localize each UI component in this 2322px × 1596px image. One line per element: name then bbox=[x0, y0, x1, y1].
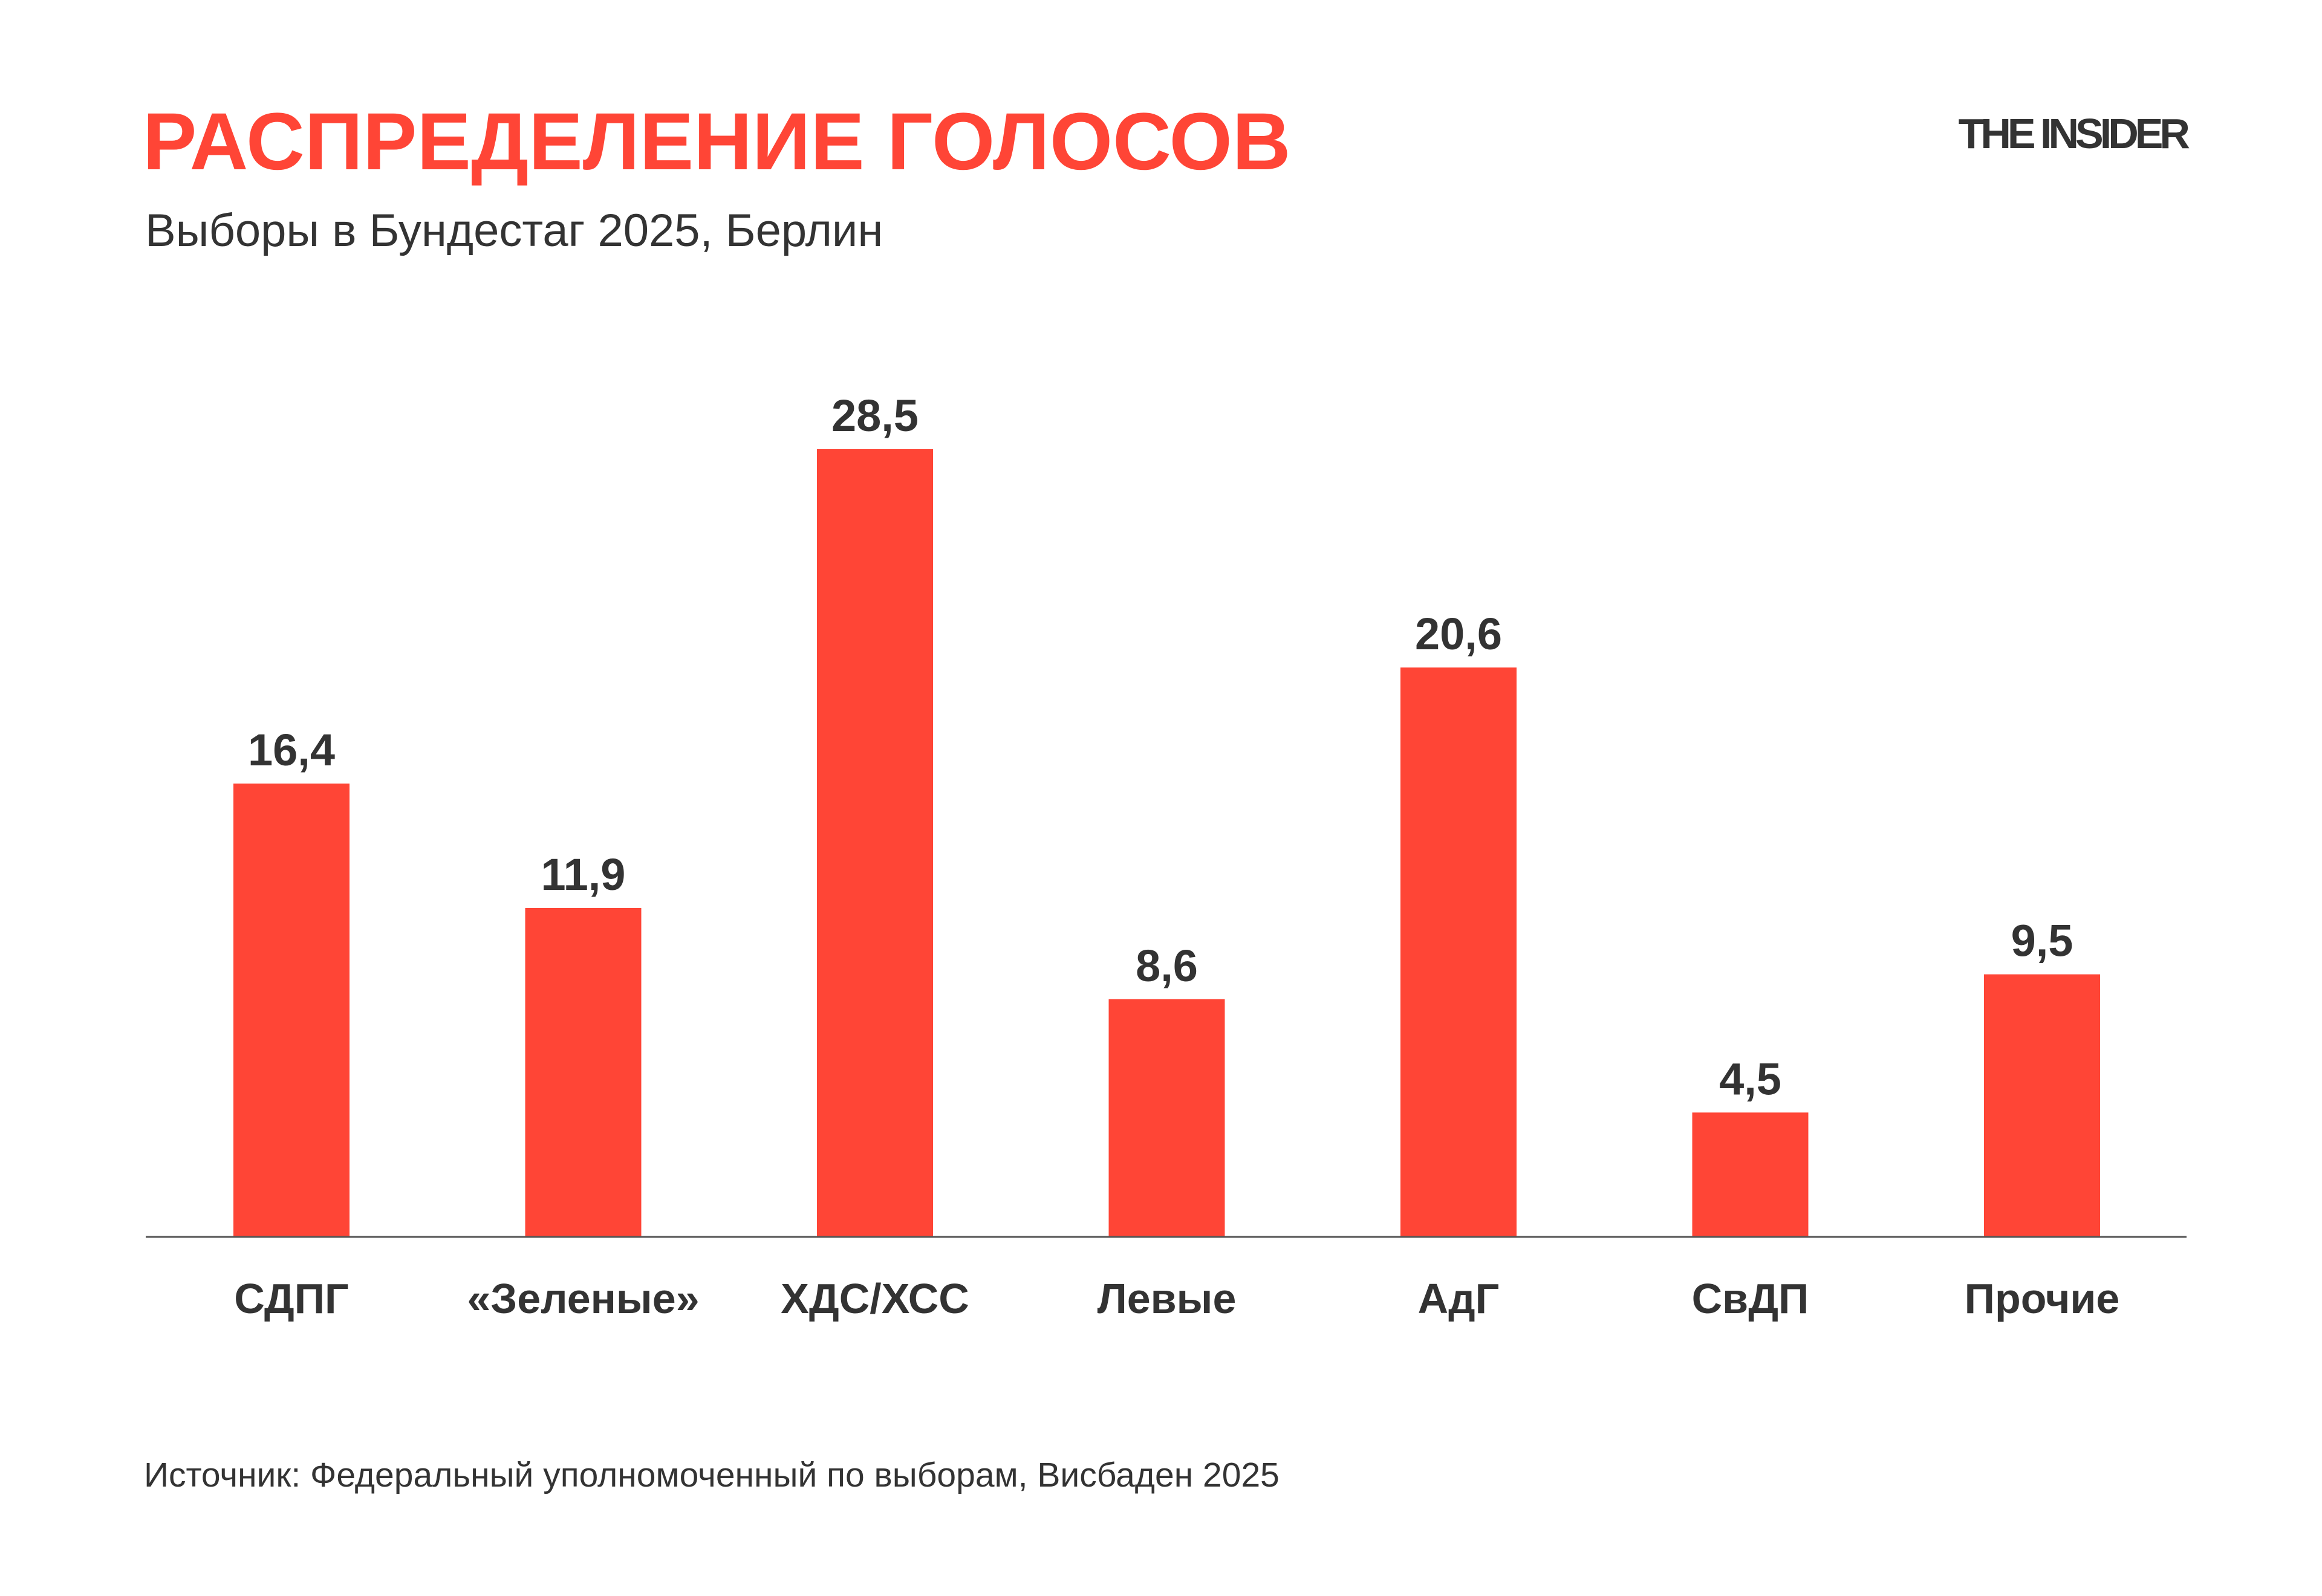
category-label: СДПГ bbox=[234, 1275, 349, 1322]
bar bbox=[525, 907, 642, 1237]
bar bbox=[1108, 999, 1225, 1237]
source-note: Источник: Федеральный уполномоченный по … bbox=[144, 1456, 1280, 1494]
category-label: АдГ bbox=[1418, 1275, 1500, 1322]
bar bbox=[233, 783, 350, 1237]
value-label: 20,6 bbox=[1415, 609, 1502, 659]
bar bbox=[1692, 1112, 1809, 1237]
category-label: Прочие bbox=[1965, 1275, 2120, 1322]
value-label: 28,5 bbox=[831, 391, 919, 441]
bar bbox=[1400, 667, 1517, 1237]
bar bbox=[817, 449, 933, 1237]
the-insider-logo: THE INSIDER bbox=[1958, 110, 2190, 157]
value-label: 16,4 bbox=[248, 725, 335, 775]
chart-subtitle: Выборы в Бундестаг 2025, Берлин bbox=[145, 205, 883, 256]
category-label: «Зеленые» bbox=[467, 1275, 699, 1322]
value-label: 11,9 bbox=[541, 849, 626, 900]
category-label: ХДС/ХСС bbox=[781, 1275, 969, 1322]
bar bbox=[1984, 974, 2100, 1237]
value-label: 9,5 bbox=[2011, 916, 2073, 966]
value-label: 8,6 bbox=[1136, 941, 1198, 991]
category-label: Левые bbox=[1098, 1275, 1237, 1322]
chart-title: РАСПРЕДЕЛЕНИЕ ГОЛОСОВ bbox=[143, 97, 1291, 187]
category-label: СвДП bbox=[1692, 1275, 1809, 1322]
value-label: 4,5 bbox=[1719, 1054, 1781, 1104]
